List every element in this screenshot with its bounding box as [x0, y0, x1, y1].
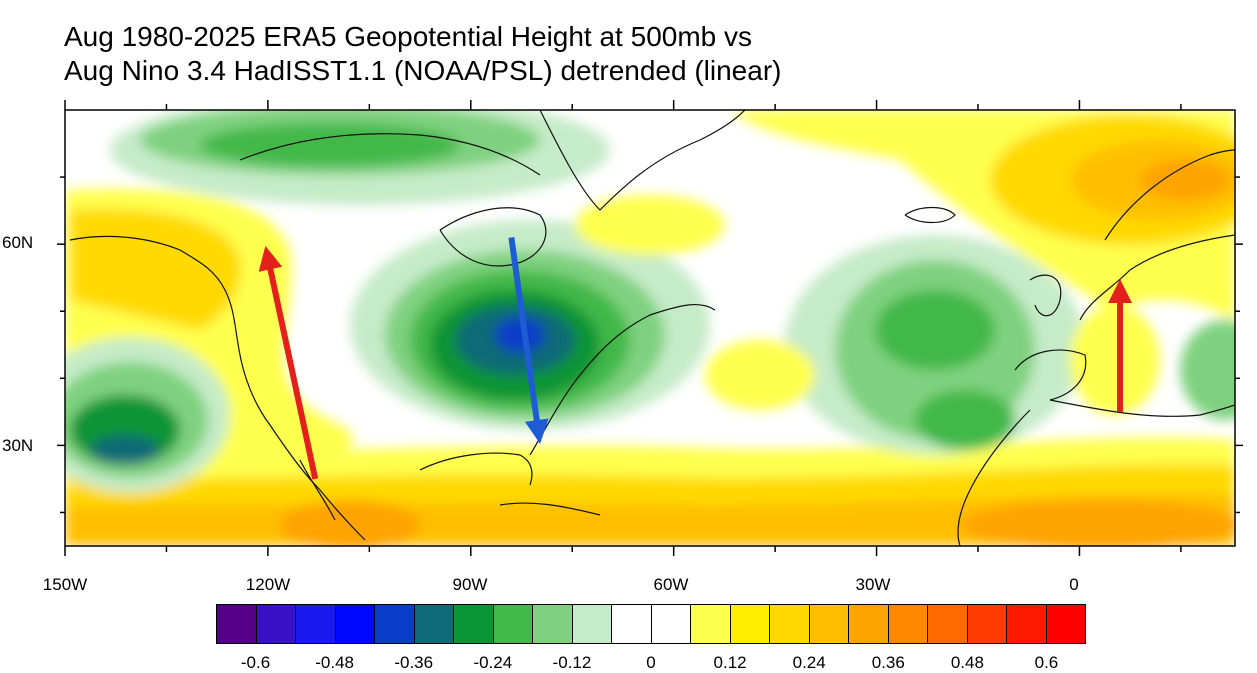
coast-arctic-archipelago — [239, 133, 541, 176]
coast-africa-west — [957, 409, 1031, 546]
colorbar-label: -0.36 — [394, 653, 434, 672]
coast-iceland — [904, 206, 956, 224]
cool-arctic-inner — [200, 123, 460, 167]
colorbar-label: 0.12 — [713, 653, 747, 672]
cool-east-mediterranean — [1180, 320, 1235, 420]
colorbar-box — [809, 605, 849, 643]
coast-north-america-east — [529, 304, 716, 456]
coast-gulf-mexico — [419, 452, 533, 486]
colorbar-box — [730, 605, 770, 643]
colorbar-box — [967, 605, 1007, 643]
lon-label-0: 0 — [1069, 575, 1079, 594]
lat-label-30n: 30N — [2, 436, 34, 455]
coast-mediterranean-south — [1049, 399, 1235, 417]
colorbar-box — [375, 605, 415, 643]
coast-scandinavia — [1104, 149, 1235, 241]
colorbar-box — [414, 605, 454, 643]
lat-label-60n: 60N — [2, 233, 34, 252]
coast-greenland — [539, 110, 746, 211]
coast-europe-west — [1079, 234, 1235, 321]
warm-labrador — [575, 195, 725, 255]
colorbar — [216, 604, 1086, 644]
lon-label-120w: 120W — [245, 575, 291, 594]
anomaly-map — [57, 100, 1243, 556]
coastlines — [69, 110, 1235, 546]
colorbar-box — [335, 605, 375, 643]
warm-core-africa — [960, 500, 1235, 546]
coast-iberia — [1014, 349, 1087, 401]
colorbar-box — [296, 605, 336, 643]
colorbar-label: -0.6 — [240, 653, 271, 672]
colorbar-label: -0.12 — [552, 653, 592, 672]
colorbar-box — [454, 605, 494, 643]
cool-greatlakes-core — [495, 317, 545, 353]
lon-label-90w: 90W — [452, 575, 488, 594]
colorbar-box — [1007, 605, 1047, 643]
cool-atlantic-south — [915, 390, 1015, 450]
warm-europe-core — [1140, 160, 1230, 200]
colorbar-box — [572, 605, 612, 643]
title-line-1: Aug 1980-2025 ERA5 Geopotential Height a… — [64, 21, 753, 52]
colorbar-box — [217, 605, 257, 643]
colorbar-box — [533, 605, 573, 643]
cool-atlantic-inner — [875, 290, 995, 370]
map-frame — [64, 109, 1236, 547]
lon-label-150w: 150W — [42, 575, 88, 594]
title-line-2: Aug Nino 3.4 HadISST1.1 (NOAA/PSL) detre… — [64, 55, 782, 86]
warm-mediterranean — [1070, 305, 1160, 415]
colorbar-box — [256, 605, 296, 643]
colorbar-box — [493, 605, 533, 643]
colorbar-box — [770, 605, 810, 643]
colorbar-label: 0.36 — [871, 653, 905, 672]
warm-mid-atlantic — [705, 340, 815, 410]
arrow-eastern-north-america — [508, 237, 549, 444]
colorbar-box — [651, 605, 691, 643]
warm-west-coast-mid — [70, 209, 241, 330]
map-ticks — [57, 100, 1243, 556]
warm-core-baja — [280, 500, 420, 546]
coast-british-isles — [1029, 274, 1062, 317]
colorbar-box — [849, 605, 889, 643]
colorbar-box — [1046, 605, 1085, 643]
lon-label-60w: 60W — [653, 575, 689, 594]
colorbar-label: 0.24 — [792, 653, 826, 672]
colorbar-box — [888, 605, 928, 643]
cool-pacific-core — [90, 435, 160, 465]
colorbar-label: -0.24 — [473, 653, 513, 672]
arrow-overlays — [258, 237, 1133, 480]
coast-hudson-bay — [439, 207, 547, 267]
colorbar-label: 0.48 — [950, 653, 984, 672]
colorbar-label: 0.6 — [1034, 653, 1059, 672]
colorbar-label: -0.48 — [315, 653, 354, 672]
arrow-pacific-northwest — [258, 245, 319, 480]
colorbar-box — [691, 605, 731, 643]
coast-baja — [299, 459, 336, 521]
coast-caribbean — [499, 502, 601, 516]
colorbar-box — [612, 605, 652, 643]
colorbar-label: 0 — [646, 653, 656, 672]
lon-label-30w: 30W — [855, 575, 891, 594]
coast-north-america-west — [69, 235, 366, 541]
colorbar-box — [928, 605, 968, 643]
